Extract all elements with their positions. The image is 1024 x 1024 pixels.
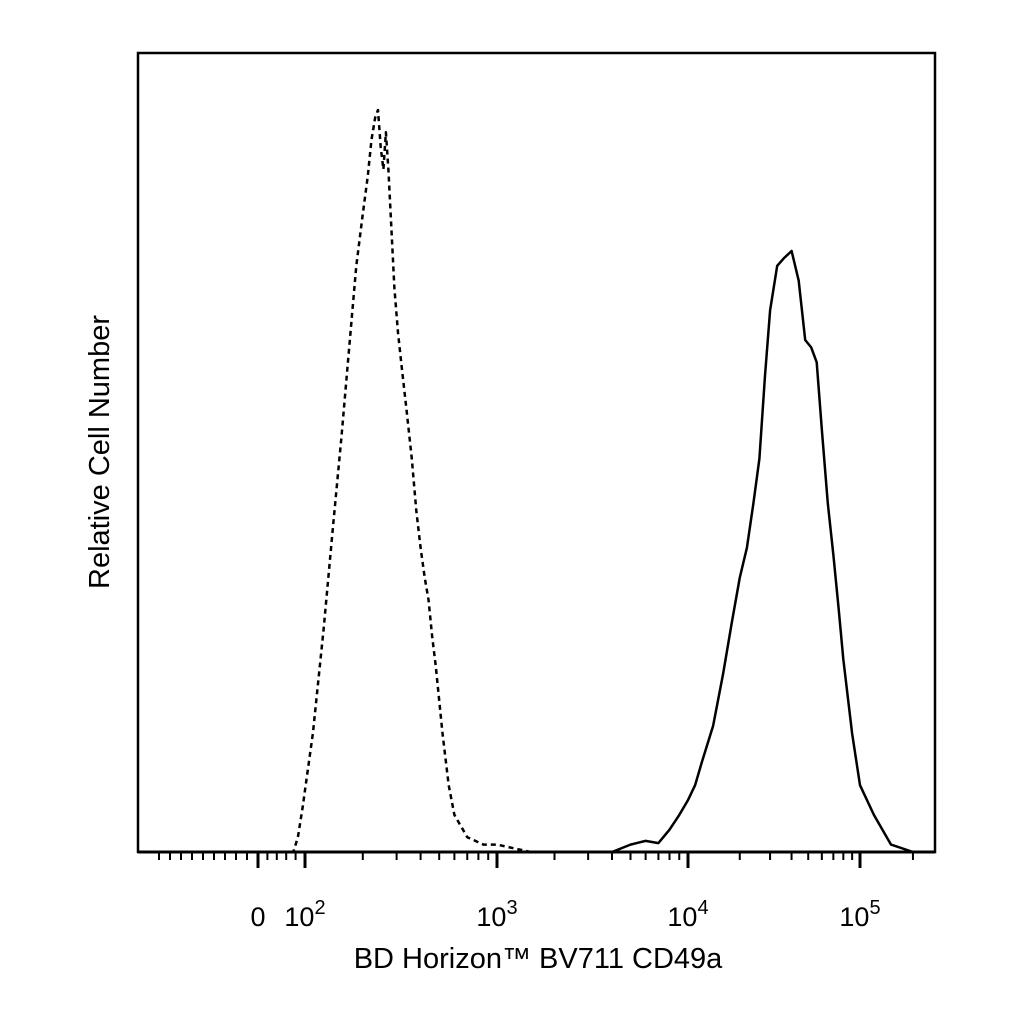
x-tick-label: 104 bbox=[667, 897, 708, 932]
y-axis-title: Relative Cell Number bbox=[84, 315, 116, 589]
series-line-solid bbox=[138, 249, 935, 854]
x-axis-title: BD Horizon™ BV711 CD49a bbox=[354, 943, 723, 975]
x-tick-label: 102 bbox=[284, 897, 325, 932]
x-tick-labels: 0 102 103 104 105 bbox=[250, 897, 880, 932]
series-line-dashed bbox=[138, 108, 935, 854]
x-minor-ticks bbox=[158, 852, 914, 860]
x-major-ticks bbox=[256, 852, 862, 868]
x-tick-label: 103 bbox=[476, 897, 517, 932]
plot-frame bbox=[136, 51, 937, 854]
x-tick-label: 0 bbox=[250, 902, 265, 932]
x-tick-label: 105 bbox=[839, 897, 880, 932]
series-layer bbox=[138, 108, 935, 854]
